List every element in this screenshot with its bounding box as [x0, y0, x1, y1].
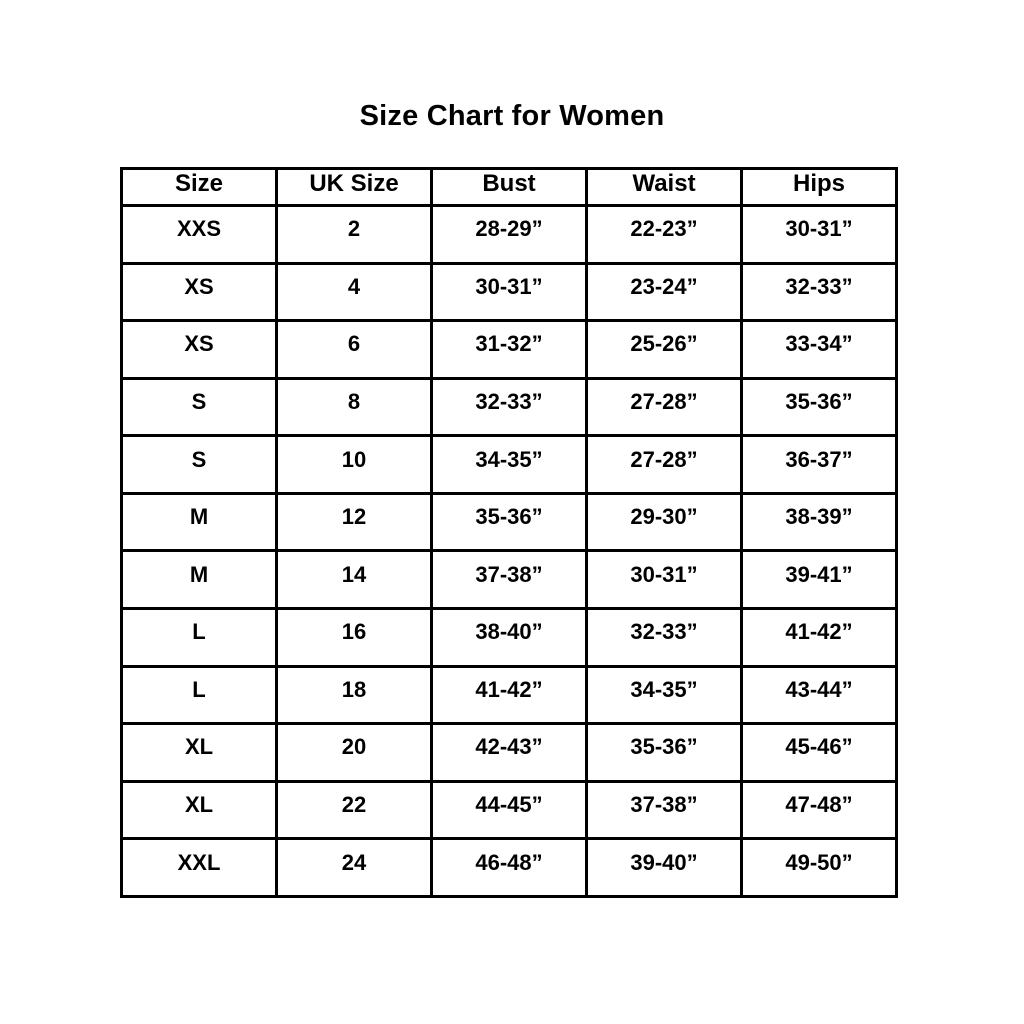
table-header: Size UK Size Bust Waist Hips	[120, 167, 898, 207]
table-cell: 22-23”	[585, 204, 743, 265]
table-cell: 2	[275, 204, 433, 265]
table-cell: M	[120, 549, 278, 611]
table-cell: XXS	[120, 204, 278, 265]
table-row: XL 22 44-45” 37-38” 47-48”	[120, 779, 898, 841]
table-cell: 12	[275, 491, 433, 553]
table-cell: 35-36”	[585, 722, 743, 783]
table-body: XXS 2 28-29” 22-23” 30-31” XS 4 30-31” 23-24” 32-…	[120, 204, 898, 898]
page-title: Size Chart for Women	[359, 100, 665, 132]
table-cell: M	[120, 491, 278, 553]
table-row: XS 6 31-32” 25-26” 33-34”	[120, 319, 898, 380]
table-cell: 23-24”	[585, 261, 743, 323]
table-row: XXS 2 28-29” 22-23” 30-31”	[120, 204, 898, 265]
table-row: S 8 32-33” 27-28” 35-36”	[120, 376, 898, 438]
table-cell: XS	[120, 319, 278, 380]
table-cell: 39-40”	[585, 837, 743, 898]
table-cell: L	[120, 664, 278, 726]
table-cell: 44-45”	[430, 779, 588, 841]
table-cell: 36-37”	[740, 434, 898, 495]
table-cell: 30-31”	[430, 261, 588, 323]
table-cell: L	[120, 607, 278, 668]
table-cell: 34-35”	[585, 664, 743, 726]
table-cell: 14	[275, 549, 433, 611]
table-cell: 24	[275, 837, 433, 898]
table-cell: 42-43”	[430, 722, 588, 783]
table-cell: 27-28”	[585, 434, 743, 495]
header-cell: Size	[120, 167, 278, 207]
table-cell: 20	[275, 722, 433, 783]
size-chart-table: Size UK Size Bust Waist Hips XXS 2 28-29” 22-23…	[120, 167, 898, 898]
table-row: L 18 41-42” 34-35” 43-44”	[120, 664, 898, 726]
header-row: Size UK Size Bust Waist Hips	[120, 167, 898, 207]
table-cell: 46-48”	[430, 837, 588, 898]
header-cell: Hips	[740, 167, 898, 207]
table-row: M 14 37-38” 30-31” 39-41”	[120, 549, 898, 611]
table-cell: 18	[275, 664, 433, 726]
table-cell: S	[120, 434, 278, 495]
table-cell: 30-31”	[740, 204, 898, 265]
table-row: XS 4 30-31” 23-24” 32-33”	[120, 261, 898, 323]
table-cell: 8	[275, 376, 433, 438]
table-cell: 32-33”	[430, 376, 588, 438]
table-cell: 6	[275, 319, 433, 380]
table-cell: 35-36”	[430, 491, 588, 553]
table-row: M 12 35-36” 29-30” 38-39”	[120, 491, 898, 553]
table-cell: 38-39”	[740, 491, 898, 553]
table-row: L 16 38-40” 32-33” 41-42”	[120, 607, 898, 668]
table-cell: 38-40”	[430, 607, 588, 668]
table-cell: XS	[120, 261, 278, 323]
table-cell: 41-42”	[430, 664, 588, 726]
header-cell: Waist	[585, 167, 743, 207]
table-row: XL 20 42-43” 35-36” 45-46”	[120, 722, 898, 783]
table-cell: 28-29”	[430, 204, 588, 265]
header-cell: UK Size	[275, 167, 433, 207]
table-cell: 4	[275, 261, 433, 323]
table-cell: 39-41”	[740, 549, 898, 611]
header-cell: Bust	[430, 167, 588, 207]
table-cell: 34-35”	[430, 434, 588, 495]
table-cell: 33-34”	[740, 319, 898, 380]
table-cell: 16	[275, 607, 433, 668]
table-cell: 35-36”	[740, 376, 898, 438]
table-row: XXL 24 46-48” 39-40” 49-50”	[120, 837, 898, 898]
table-cell: XXL	[120, 837, 278, 898]
table-cell: 49-50”	[740, 837, 898, 898]
table-cell: 45-46”	[740, 722, 898, 783]
table-cell: 37-38”	[430, 549, 588, 611]
table-cell: 22	[275, 779, 433, 841]
table-cell: XL	[120, 779, 278, 841]
table-cell: 25-26”	[585, 319, 743, 380]
table-cell: 47-48”	[740, 779, 898, 841]
table-cell: 37-38”	[585, 779, 743, 841]
table-row: S 10 34-35” 27-28” 36-37”	[120, 434, 898, 495]
table-cell: 27-28”	[585, 376, 743, 438]
table-cell: 29-30”	[585, 491, 743, 553]
table-cell: 41-42”	[740, 607, 898, 668]
table-cell: 32-33”	[740, 261, 898, 323]
table-cell: 30-31”	[585, 549, 743, 611]
table-cell: 10	[275, 434, 433, 495]
table-cell: 43-44”	[740, 664, 898, 726]
table-cell: 32-33”	[585, 607, 743, 668]
table-cell: XL	[120, 722, 278, 783]
table-cell: S	[120, 376, 278, 438]
table-cell: 31-32”	[430, 319, 588, 380]
